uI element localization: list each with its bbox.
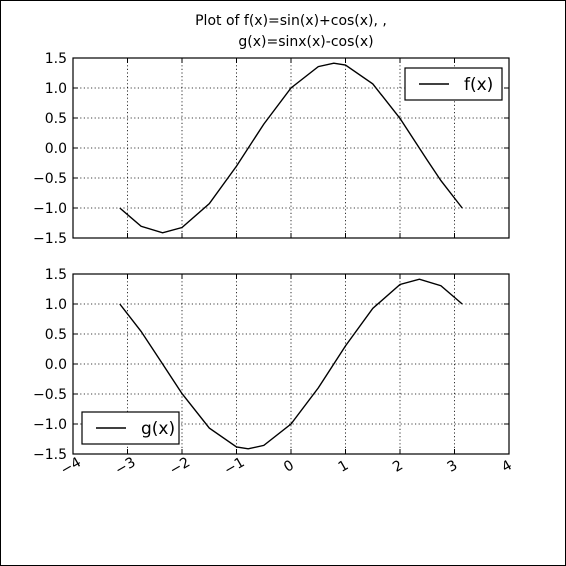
x-tick-label: 1 bbox=[336, 457, 352, 475]
subplot-2-ytick-label: −0.5 bbox=[33, 387, 67, 403]
subplot-1-series-line bbox=[119, 62, 463, 234]
subplot-1-ytick-label: 1.5 bbox=[45, 51, 67, 67]
x-tick-label: 0 bbox=[281, 457, 297, 475]
subplot-2-ytick-label: 0.5 bbox=[45, 327, 67, 343]
subplot-2-ytick-label: 1.5 bbox=[45, 267, 67, 283]
x-tick-label: −2 bbox=[167, 454, 193, 478]
x-tick-label: 2 bbox=[390, 457, 406, 475]
subplot-2-ytick-label: 1.0 bbox=[45, 297, 67, 313]
subplot-1-ytick-label: −0.5 bbox=[33, 171, 67, 187]
subplot-2-legend-label: g(x) bbox=[141, 419, 175, 439]
subplot-2-ytick-label: −1.5 bbox=[33, 447, 67, 463]
subplot-2-series-line bbox=[119, 278, 463, 450]
chart-title-line2: g(x)=sinx(x)-cos(x) bbox=[238, 34, 373, 50]
x-tick-label: −1 bbox=[222, 454, 248, 478]
subplot-2-ytick-label: −1.0 bbox=[33, 417, 67, 433]
subplot-1-ytick-label: −1.0 bbox=[33, 201, 67, 217]
chart-title-line1: Plot of f(x)=sin(x)+cos(x), , bbox=[195, 13, 387, 29]
subplot-1: 1.5 1.0 0.5 0.0 −0.5 −1.0 −1.5 f(x) bbox=[33, 51, 510, 247]
subplot-2-axes-frame bbox=[72, 273, 510, 455]
x-tick-label: 3 bbox=[445, 457, 461, 475]
subplot-1-ytick-label: 0.0 bbox=[45, 141, 67, 157]
subplot-2: 1.51.00.50.0−0.5−1.0−1.5g(x)−4 −3 −2 −1 0 1 2 3… bbox=[33, 267, 515, 479]
x-tick-label: −3 bbox=[113, 454, 139, 478]
subplot-1-ytick-label: 1.0 bbox=[45, 81, 67, 97]
subplot-1-ytick-label: 0.5 bbox=[45, 111, 67, 127]
subplot-1-axes-frame bbox=[72, 57, 510, 239]
subplot-1-legend-label: f(x) bbox=[464, 75, 493, 95]
x-tick-label: 4 bbox=[499, 457, 515, 475]
subplot-2-ytick-label: 0.0 bbox=[45, 357, 67, 373]
subplot-1-ytick-label: −1.5 bbox=[33, 231, 67, 247]
